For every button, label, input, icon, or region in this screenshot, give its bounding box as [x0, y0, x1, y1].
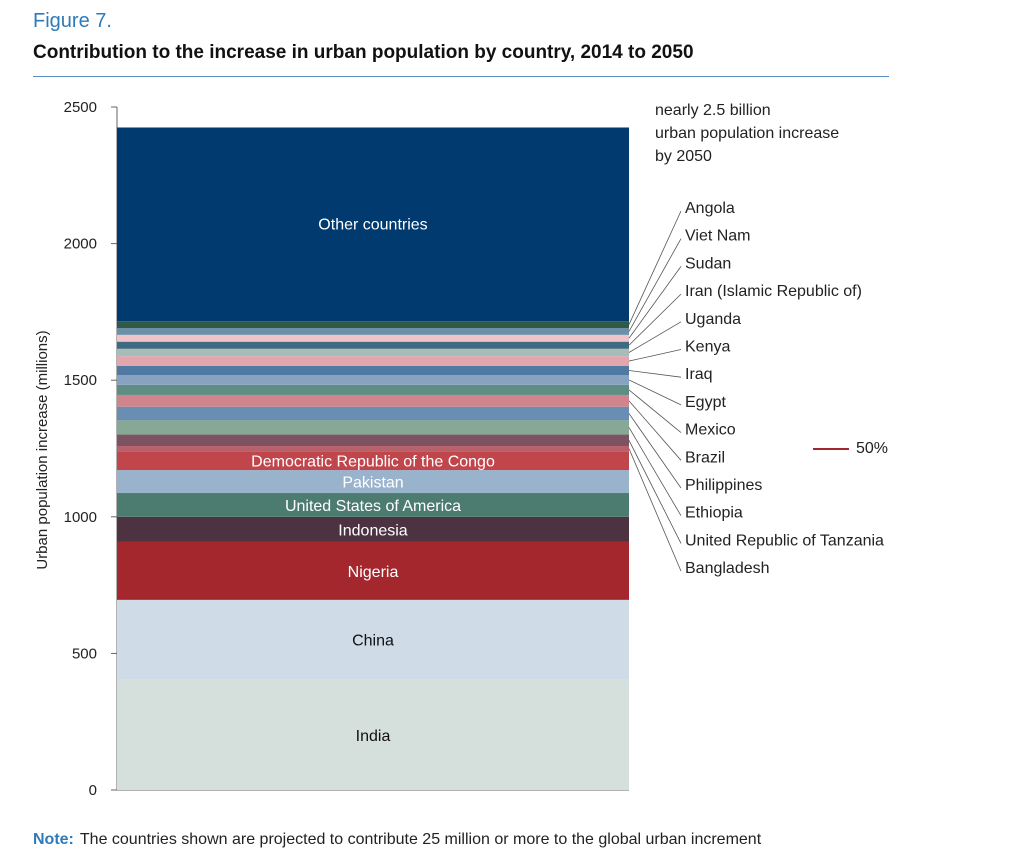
legend-label-ethiopia: Ethiopia	[685, 505, 743, 522]
legend-label-uganda: Uganda	[685, 311, 741, 328]
title-divider	[33, 76, 889, 77]
y-tick-label: 500	[72, 645, 97, 662]
bar-segment-brazil	[117, 394, 629, 407]
bar-segment-indonesia	[117, 516, 629, 542]
chart-note: Note: The countries shown are projected t…	[33, 831, 761, 849]
leader-line-iran-islamic-republic-of	[628, 293, 682, 346]
bar-segment-india	[117, 679, 629, 790]
legend-label-egypt: Egypt	[685, 394, 726, 411]
bar-segment-ethiopia	[117, 420, 629, 435]
legend-label-brazil: Brazil	[685, 449, 725, 466]
leader-line-viet-nam	[628, 238, 682, 332]
bar-segment-egypt	[117, 375, 629, 385]
legend-label-bangladesh: Bangladesh	[685, 560, 770, 577]
y-tick-label: 0	[89, 782, 97, 799]
bar-segment-bangladesh	[117, 446, 629, 452]
bar-segment-china	[117, 599, 629, 680]
figure-label: Figure 7.	[33, 10, 112, 32]
segment-label-india: India	[356, 728, 391, 745]
legend-label-iran-islamic-republic-of: Iran (Islamic Republic of)	[685, 283, 862, 300]
leader-line-brazil	[628, 400, 682, 461]
total-annotation-line: urban population increase	[655, 125, 839, 142]
segment-label-nigeria: Nigeria	[348, 564, 399, 581]
segment-label-other-countries: Other countries	[318, 216, 427, 233]
bar-segment-sudan	[117, 334, 629, 342]
bar-segment-viet-nam	[117, 328, 629, 335]
leader-line-sudan	[628, 266, 682, 339]
legend-label-sudan: Sudan	[685, 255, 731, 272]
bar-segment-uganda	[117, 348, 629, 357]
y-tick-label: 2500	[64, 99, 97, 116]
leader-line-angola	[628, 210, 682, 325]
legend-label-iraq: Iraq	[685, 366, 713, 383]
y-axis-label: Urban population increase (millions)	[34, 330, 51, 569]
bar-segment-other-countries	[117, 127, 629, 322]
note-label: Note:	[33, 831, 74, 848]
legend-label-viet-nam: Viet Nam	[685, 228, 751, 245]
y-tick-label: 2000	[64, 236, 97, 253]
segment-label-china: China	[352, 633, 394, 650]
bar-segment-mexico	[117, 384, 629, 395]
segment-label-indonesia: Indonesia	[338, 522, 407, 539]
fifty-percent-marker-label: 50%	[856, 440, 888, 457]
bar-segment-nigeria	[117, 541, 629, 600]
segment-label-democratic-republic-of-the-congo: Democratic Republic of the Congo	[251, 454, 495, 471]
legend-label-angola: Angola	[685, 200, 735, 217]
bar-segment-philippines	[117, 406, 629, 421]
segment-label-pakistan: Pakistan	[342, 475, 403, 492]
note-text: The countries shown are projected to con…	[79, 831, 762, 848]
bar-segment-pakistan	[117, 470, 629, 494]
legend-label-philippines: Philippines	[685, 477, 762, 494]
leader-line-mexico	[628, 389, 682, 433]
legend-label-united-republic-of-tanzania: United Republic of Tanzania	[685, 532, 884, 549]
bar-segment-united-republic-of-tanzania	[117, 434, 629, 447]
bar-segment-iraq	[117, 365, 629, 376]
y-tick-label: 1500	[64, 372, 97, 389]
bar-segment-iran-islamic-republic-of	[117, 341, 629, 349]
total-annotation-line: nearly 2.5 billion	[655, 102, 771, 119]
leader-line-iraq	[628, 370, 682, 378]
leader-line-uganda	[628, 321, 682, 353]
bar-segment-angola	[117, 321, 629, 329]
leader-line-kenya	[628, 349, 682, 362]
leader-line-ethiopia	[628, 427, 682, 516]
bar-segment-democratic-republic-of-the-congo	[117, 451, 629, 471]
leader-line-united-republic-of-tanzania	[628, 440, 682, 544]
legend-label-kenya: Kenya	[685, 339, 730, 356]
leader-line-egypt	[628, 379, 682, 406]
chart-title: Contribution to the increase in urban po…	[33, 42, 694, 63]
bar-segment-kenya	[117, 356, 629, 366]
leader-line-bangladesh	[628, 448, 682, 572]
total-annotation-line: by 2050	[655, 148, 712, 165]
bar-segment-united-states-of-america	[117, 493, 629, 517]
segment-label-united-states-of-america: United States of America	[285, 498, 461, 515]
leader-line-philippines	[628, 413, 682, 489]
y-tick-label: 1000	[64, 509, 97, 526]
legend-label-mexico: Mexico	[685, 422, 736, 439]
stacked-bar-chart: 0 500 1000 1500 2000 2500 Urban population inc…	[34, 99, 888, 799]
